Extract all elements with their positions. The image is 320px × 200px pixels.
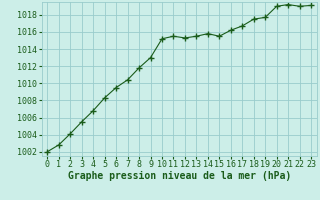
X-axis label: Graphe pression niveau de la mer (hPa): Graphe pression niveau de la mer (hPa) [68,171,291,181]
